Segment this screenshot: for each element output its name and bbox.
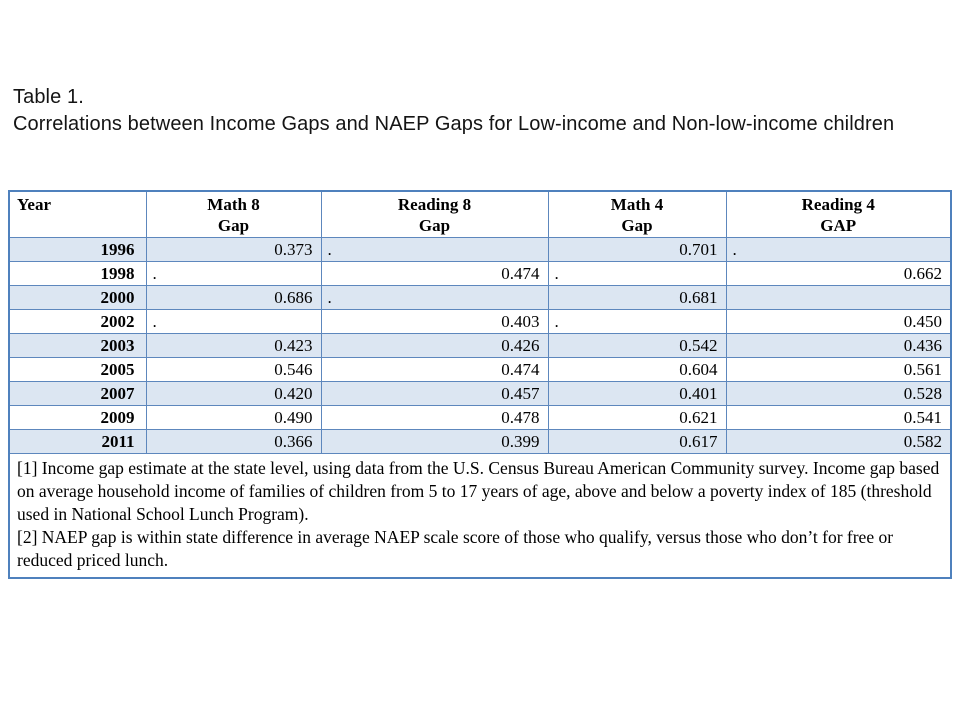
- cell-reading8-gap: .: [320, 237, 549, 262]
- cell-year: 2002: [8, 309, 147, 334]
- table-row: 2011 0.366 0.399 0.617 0.582: [8, 429, 952, 454]
- cell-math4-gap: 0.604: [547, 357, 727, 382]
- table-row: 2005 0.546 0.474 0.604 0.561: [8, 357, 952, 382]
- footnote-1: [1] Income gap estimate at the state lev…: [17, 458, 940, 524]
- title-line-1: Table 1.: [13, 86, 84, 108]
- cell-year: 1998: [8, 261, 147, 286]
- table-row: 2007 0.420 0.457 0.401 0.528: [8, 381, 952, 406]
- cell-reading4-gap: 0.436: [725, 333, 952, 358]
- cell-math8-gap: 0.686: [145, 285, 322, 310]
- table-row: 2002 . 0.403 . 0.450: [8, 309, 952, 334]
- cell-reading4-gap: .: [725, 237, 952, 262]
- cell-year: 2007: [8, 381, 147, 406]
- cell-math8-gap: 0.546: [145, 357, 322, 382]
- table-row: 2009 0.490 0.478 0.621 0.541: [8, 405, 952, 430]
- footnotes-row: [1] Income gap estimate at the state lev…: [8, 453, 952, 579]
- cell-math4-gap: 0.681: [547, 285, 727, 310]
- cell-math4-gap: .: [547, 261, 727, 286]
- cell-reading4-gap: 0.450: [725, 309, 952, 334]
- cell-math8-gap: .: [145, 261, 322, 286]
- header-cell-reading4: Reading 4 GAP: [725, 190, 952, 238]
- cell-math4-gap: 0.621: [547, 405, 727, 430]
- cell-math8-gap: 0.366: [145, 429, 322, 454]
- cell-math4-gap: 0.701: [547, 237, 727, 262]
- table-row: 1996 0.373 . 0.701 .: [8, 237, 952, 262]
- cell-reading8-gap: 0.474: [320, 261, 549, 286]
- cell-year: 2000: [8, 285, 147, 310]
- cell-math4-gap: 0.542: [547, 333, 727, 358]
- cell-reading4-gap: 0.561: [725, 357, 952, 382]
- cell-reading8-gap: .: [320, 285, 549, 310]
- title-line-2: Correlations between Income Gaps and NAE…: [13, 113, 895, 135]
- cell-reading8-gap: 0.478: [320, 405, 549, 430]
- cell-year: 2011: [8, 429, 147, 454]
- cell-math4-gap: 0.401: [547, 381, 727, 406]
- cell-reading4-gap: 0.582: [725, 429, 952, 454]
- cell-reading8-gap: 0.403: [320, 309, 549, 334]
- cell-math8-gap: 0.373: [145, 237, 322, 262]
- header-cell-reading8: Reading 8 Gap: [320, 190, 549, 238]
- table-container: Year Math 8 Gap Reading 8 Gap Math 4 Gap: [8, 190, 952, 579]
- cell-reading8-gap: 0.457: [320, 381, 549, 406]
- cell-math8-gap: 0.420: [145, 381, 322, 406]
- cell-reading8-gap: 0.426: [320, 333, 549, 358]
- cell-reading4-gap: 0.662: [725, 261, 952, 286]
- cell-year: 1996: [8, 237, 147, 262]
- cell-reading4-gap: 0.541: [725, 405, 952, 430]
- cell-reading8-gap: 0.474: [320, 357, 549, 382]
- cell-math4-gap: .: [547, 309, 727, 334]
- header-cell-year: Year: [8, 190, 147, 238]
- cell-math4-gap: 0.617: [547, 429, 727, 454]
- footnote-2: [2] NAEP gap is within state difference …: [17, 527, 894, 570]
- table-header-row: Year Math 8 Gap Reading 8 Gap Math 4 Gap: [8, 190, 952, 238]
- correlations-table: Year Math 8 Gap Reading 8 Gap Math 4 Gap: [8, 190, 952, 579]
- cell-year: 2005: [8, 357, 147, 382]
- footnotes-box: [1] Income gap estimate at the state lev…: [8, 453, 952, 579]
- cell-math8-gap: .: [145, 309, 322, 334]
- table-row: 2000 0.686 . 0.681: [8, 285, 952, 310]
- header-cell-math4: Math 4 Gap: [547, 190, 727, 238]
- cell-math8-gap: 0.423: [145, 333, 322, 358]
- cell-year: 2003: [8, 333, 147, 358]
- header-cell-math8: Math 8 Gap: [145, 190, 322, 238]
- cell-math8-gap: 0.490: [145, 405, 322, 430]
- slide-title: Table 1. Correlations between Income Gap…: [13, 84, 908, 138]
- cell-reading8-gap: 0.399: [320, 429, 549, 454]
- cell-year: 2009: [8, 405, 147, 430]
- table-row: 2003 0.423 0.426 0.542 0.436: [8, 333, 952, 358]
- table-row: 1998 . 0.474 . 0.662: [8, 261, 952, 286]
- cell-reading4-gap: [725, 285, 952, 310]
- cell-reading4-gap: 0.528: [725, 381, 952, 406]
